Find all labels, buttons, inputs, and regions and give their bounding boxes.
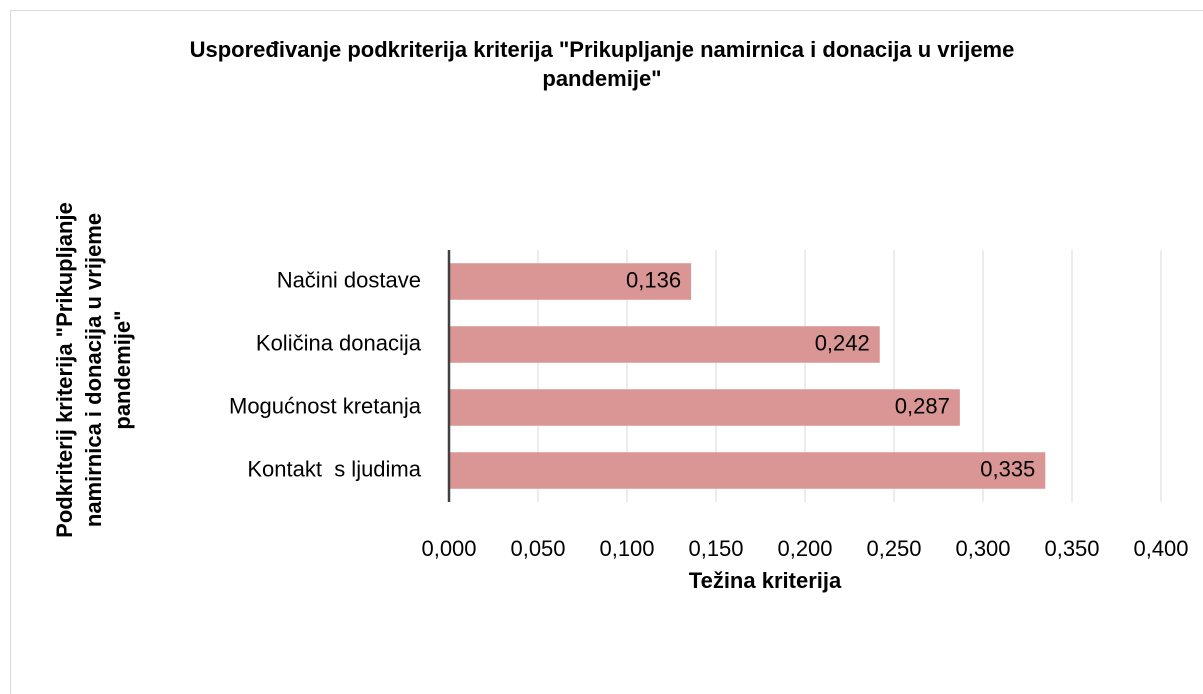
x-tick-label: 0,300 <box>955 536 1010 561</box>
y-axis-title: Podkriterij kriterija "Prikupljanje nami… <box>52 202 135 538</box>
x-tick-label: 0,150 <box>688 536 743 561</box>
y-tick-label: Načini dostave <box>277 267 421 292</box>
x-tick-label: 0,250 <box>866 536 921 561</box>
x-axis-title: Težina kriterija <box>689 568 842 593</box>
data-label: 0,335 <box>980 456 1035 481</box>
x-tick-label: 0,000 <box>421 536 476 561</box>
bar <box>449 452 1046 489</box>
bar <box>449 326 880 363</box>
bar <box>449 263 692 300</box>
y-tick-label: Kontakt s ljudima <box>247 456 421 481</box>
chart-title: Uspoređivanje podkriterija kriterija "Pr… <box>189 37 1015 91</box>
frame <box>10 10 1203 694</box>
y-tick-label: Mogućnost kretanja <box>229 393 422 418</box>
x-tick-label: 0,400 <box>1133 536 1188 561</box>
x-tick-label: 0,100 <box>599 536 654 561</box>
data-label: 0,242 <box>815 330 870 355</box>
x-tick-label: 0,050 <box>510 536 565 561</box>
data-label: 0,287 <box>895 393 950 418</box>
x-tick-label: 0,350 <box>1044 536 1099 561</box>
bar <box>449 389 960 426</box>
data-label: 0,136 <box>626 267 681 292</box>
x-tick-label: 0,200 <box>777 536 832 561</box>
y-tick-label: Količina donacija <box>256 330 422 355</box>
